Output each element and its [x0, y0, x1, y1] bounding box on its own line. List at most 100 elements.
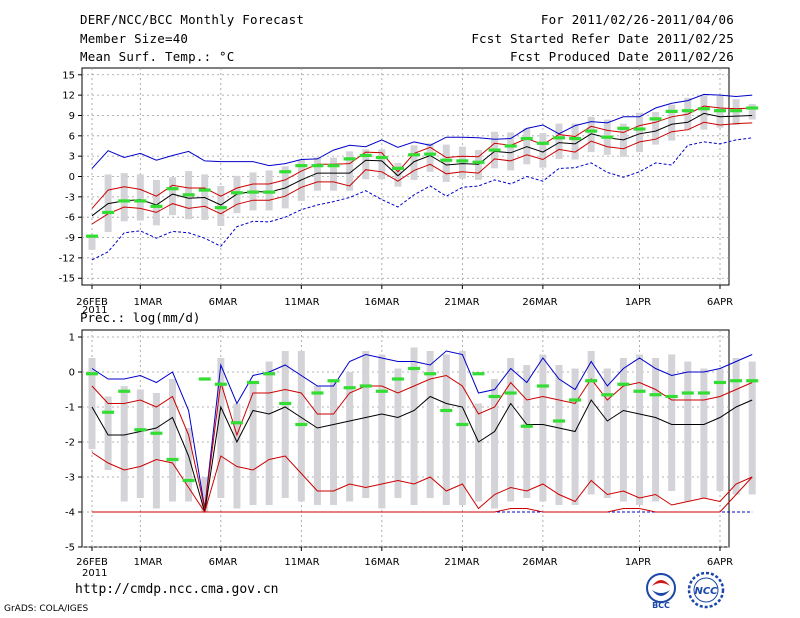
ensemble-box: [442, 354, 450, 505]
ensemble-box: [297, 351, 305, 502]
observed-marker: [166, 187, 179, 191]
observed-marker: [665, 109, 678, 113]
observed-marker: [118, 199, 131, 203]
ensemble-box: [748, 361, 756, 495]
x-tick-label: 26MAR: [522, 297, 557, 308]
observed-marker: [569, 398, 582, 402]
observed-marker: [214, 382, 227, 386]
series-line-max: [91, 93, 753, 169]
y-tick-label: -3: [65, 192, 75, 203]
x-tick-label: 11MAR: [284, 557, 319, 568]
produced-date: Fcst Produced Date 2011/02/26: [509, 49, 734, 64]
observed-marker: [102, 210, 115, 215]
series-line-median: [91, 395, 753, 513]
observed-marker: [343, 157, 356, 161]
y-tick-label: 9: [69, 111, 75, 122]
y-tick-label: -3: [65, 473, 75, 484]
y-tick-label: 1: [69, 333, 75, 344]
observed-marker: [247, 190, 260, 194]
observed-marker: [714, 109, 726, 113]
series-line-upper: [91, 105, 753, 209]
y-tick-label: -2: [65, 438, 75, 449]
bcc-logo: BCC: [640, 570, 682, 614]
observed-marker: [681, 109, 694, 113]
observed-marker: [536, 384, 549, 388]
observed-marker: [714, 380, 726, 385]
ensemble-box: [426, 351, 434, 498]
ensemble-box: [458, 146, 466, 179]
ensemble-box: [217, 358, 225, 498]
ensemble-box: [410, 347, 418, 505]
ensemble-box: [442, 144, 450, 182]
x-tick-label: 11MAR: [284, 297, 319, 308]
x-year-label: 2011: [82, 568, 107, 579]
observed-marker: [166, 457, 179, 462]
observed-marker: [649, 393, 662, 397]
observed-marker: [456, 159, 469, 163]
ensemble-box: [281, 166, 289, 209]
y-tick-label: 6: [69, 131, 75, 142]
ensemble-box: [539, 354, 547, 502]
ensemble-box: [555, 123, 563, 159]
grads-credit: GrADS: COLA/IGES: [4, 604, 89, 614]
observed-marker: [456, 422, 469, 427]
ensemble-box: [507, 358, 515, 502]
ensemble-box: [491, 379, 499, 509]
y-tick-label: 3: [69, 152, 75, 163]
observed-marker: [182, 478, 195, 483]
y-tick-label: -6: [65, 213, 75, 224]
observed-marker: [504, 144, 517, 148]
observed-marker: [633, 389, 646, 393]
observed-marker: [295, 422, 308, 427]
ensemble-box: [362, 351, 370, 498]
observed-marker: [150, 204, 163, 208]
footer-url[interactable]: http://cmdp.ncc.cma.gov.cn: [75, 582, 279, 597]
ensemble-box: [330, 382, 338, 505]
ensemble-box: [88, 234, 96, 250]
ensemble-box: [233, 403, 241, 509]
observed-marker: [182, 193, 195, 197]
x-tick-label: 6APR: [707, 557, 733, 568]
observed-marker: [681, 391, 694, 395]
ensemble-box: [748, 103, 756, 120]
observed-marker: [536, 141, 549, 145]
x-tick-label: 6MAR: [209, 557, 238, 568]
x-tick-label: 26MAR: [522, 557, 557, 568]
ensemble-box: [668, 354, 676, 491]
ensemble-box: [346, 151, 354, 191]
x-tick-label: 1MAR: [134, 557, 163, 568]
panel-title: Prec.: log(mm/d): [80, 310, 200, 325]
ensemble-box: [474, 150, 482, 180]
series-line-upper: [91, 374, 753, 509]
ensemble-box: [120, 386, 128, 502]
y-tick-label: 12: [62, 91, 75, 102]
ensemble-box: [635, 354, 643, 505]
ensemble-box: [732, 358, 740, 495]
ensemble-box: [587, 116, 595, 153]
ensemble-box: [571, 123, 579, 160]
ensemble-box: [700, 95, 708, 130]
observed-marker: [86, 372, 98, 376]
y-tick-label: 0: [69, 368, 75, 379]
ensemble-box: [169, 379, 177, 502]
x-tick-label: 21MAR: [444, 297, 479, 308]
y-tick-label: -1: [65, 403, 75, 414]
chart-panel-1: -15 -12 -9 -6 -3 0 3 6 9 12 15 26FEB 1MAR 6MAR 11MAR 16…: [59, 67, 759, 316]
x-tick-label: 16MAR: [364, 557, 399, 568]
ensemble-box: [474, 403, 482, 502]
ensemble-box: [635, 112, 643, 153]
observed-marker: [375, 155, 388, 160]
ensemble-box: [169, 177, 177, 216]
observed-marker: [472, 372, 485, 376]
ensemble-box: [281, 351, 289, 498]
ensemble-box: [716, 368, 724, 491]
forecast-period: For 2011/02/26-2011/04/06: [540, 12, 734, 27]
observed-marker: [408, 153, 421, 157]
ensemble-box: [152, 179, 160, 226]
chart-panel-2: -5 -4 -3 -2 -1 0 1 26FEB 1MAR 6MAR 11MAR 16MAR 21MAR…: [65, 310, 759, 579]
observed-marker: [617, 126, 630, 130]
x-tick-label: 16MAR: [364, 297, 399, 308]
ensemble-box: [684, 361, 692, 502]
series-line-median: [91, 112, 753, 217]
